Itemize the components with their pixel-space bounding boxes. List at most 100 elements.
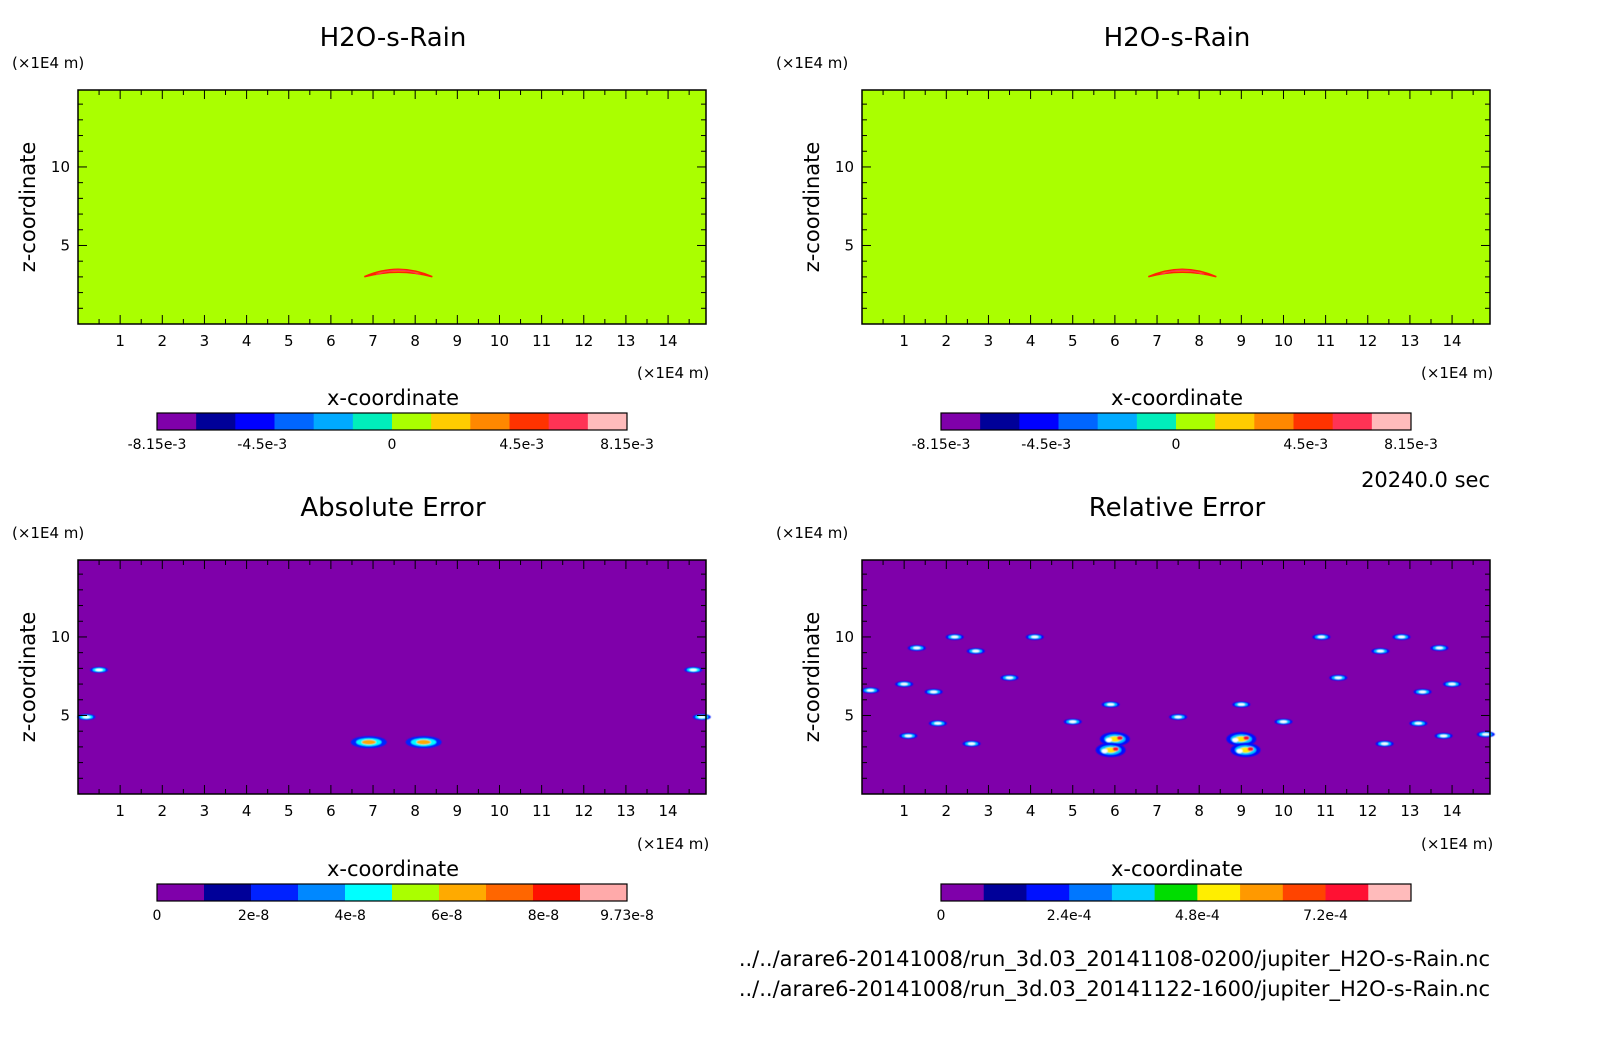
x-tick-label: 10	[490, 802, 509, 820]
x-tick-label: 8	[410, 802, 420, 820]
error-blob	[1430, 644, 1449, 651]
x-tick-label: 12	[1358, 332, 1377, 350]
blob-core	[1381, 742, 1389, 745]
blob-core	[82, 715, 91, 719]
y-unit-label: (×1E4 m)	[776, 54, 848, 72]
x-tick-label: 9	[453, 802, 463, 820]
x-tick-label: 5	[284, 802, 294, 820]
blob-core	[1397, 635, 1406, 639]
colorbar-swatch	[486, 884, 534, 901]
x-tick-label: 1	[899, 802, 909, 820]
error-blob	[1476, 731, 1495, 738]
error-blob	[1099, 732, 1130, 747]
blob-core	[1279, 720, 1288, 723]
x-tick-label: 4	[1026, 332, 1036, 350]
error-blob	[1226, 732, 1257, 747]
x-tick-label: 7	[368, 332, 378, 350]
colorbar-tick-label: -4.5e-3	[237, 437, 287, 453]
blob-core	[900, 682, 908, 686]
x-tick-label: 11	[532, 802, 551, 820]
error-blob	[1371, 648, 1390, 655]
blob-core	[1418, 690, 1427, 694]
y-axis-label: z-coordinate	[800, 142, 824, 273]
colorbar-swatch	[548, 413, 589, 430]
error-blob	[1000, 674, 1019, 681]
blob-core	[416, 739, 431, 745]
colorbar-swatch	[1282, 884, 1327, 901]
x-tick-label: 4	[242, 802, 252, 820]
x-tick-label: 7	[1152, 332, 1162, 350]
x-tick-label: 8	[410, 332, 420, 350]
y-tick-label: 10	[51, 158, 70, 176]
blob-core	[913, 646, 921, 650]
y-unit-label: (×1E4 m)	[776, 524, 848, 542]
colorbar-swatch	[1058, 413, 1099, 430]
blob-core	[934, 722, 942, 725]
colorbar-swatch	[533, 884, 581, 901]
panel-top-left: H2O-s-Rain (×1E4 m) 1 2 3 4 5 6 7 8 9 10 11 12 13 145…	[12, 23, 709, 453]
field-background	[862, 90, 1490, 324]
blob-core	[1440, 734, 1448, 738]
x-tick-label: 1	[115, 802, 125, 820]
blob-core	[698, 715, 706, 719]
error-blob	[1312, 633, 1331, 640]
y-tick-label: 10	[835, 628, 854, 646]
blob-core	[1482, 733, 1490, 736]
x-tick-label: 6	[1110, 802, 1120, 820]
colorbar-swatch	[1097, 413, 1138, 430]
x-tick-label: 4	[1026, 802, 1036, 820]
y-axis-label: z-coordinate	[800, 612, 824, 743]
colorbar-tick-label: 0	[153, 908, 162, 924]
colorbar-swatch	[1371, 413, 1412, 430]
colorbar-swatch	[980, 413, 1020, 430]
colorbar-swatch	[580, 884, 628, 901]
blob-core	[1317, 635, 1326, 639]
x-axis-label: x-coordinate	[1111, 386, 1243, 410]
blob-core	[1107, 703, 1115, 706]
blob-core	[95, 668, 103, 672]
x-tick-label: 2	[942, 802, 952, 820]
positive-arc-feature	[1147, 268, 1217, 278]
error-blob	[1413, 688, 1432, 695]
colorbar-tick-label: 9.73e-8	[600, 908, 654, 924]
x-tick-label: 14	[1443, 332, 1462, 350]
panel-top-right: H2O-s-Rain (×1E4 m) 1 2 3 4 5 6 7 8 9 10 11 12 13 145…	[776, 23, 1493, 453]
blob-core	[1334, 676, 1342, 679]
colorbar-swatch	[298, 884, 346, 901]
y-axis-label: z-coordinate	[16, 612, 40, 743]
colorbar-swatch	[439, 884, 487, 901]
x-tick-label: 1	[115, 332, 125, 350]
y-unit-label: (×1E4 m)	[12, 54, 84, 72]
x-tick-label: 2	[942, 332, 952, 350]
colorbar-swatch	[1332, 413, 1373, 430]
x-tick-label: 3	[200, 332, 210, 350]
panel-title: Absolute Error	[300, 493, 486, 523]
plot-frame	[861, 559, 1491, 795]
field-background	[78, 90, 706, 324]
error-blob	[945, 633, 964, 640]
blob-core	[1174, 715, 1182, 719]
y-tick-label: 10	[51, 628, 70, 646]
colorbar: 0 2e-8 4e-8 6e-8 8e-8 9.73e-8	[153, 883, 654, 924]
x-tick-label: 8	[1194, 802, 1204, 820]
colorbar-swatch	[1069, 884, 1113, 901]
error-blob	[1392, 633, 1411, 640]
field-background	[862, 560, 1490, 794]
colorbar-tick-label: 4.8e-4	[1175, 908, 1220, 924]
x-tick-label: 13	[1400, 802, 1419, 820]
x-tick-label: 12	[574, 332, 593, 350]
colorbar-swatch	[1254, 413, 1294, 430]
x-tick-label: 12	[1358, 802, 1377, 820]
x-tick-label: 14	[659, 332, 678, 350]
error-blob	[1443, 681, 1462, 688]
x-tick-label: 3	[984, 332, 994, 350]
error-blob	[77, 714, 96, 721]
x-tick-label: 10	[490, 332, 509, 350]
y-tick-label: 5	[60, 706, 70, 724]
colorbar-tick-label: -8.15e-3	[128, 437, 187, 453]
colorbar-swatch	[251, 884, 299, 901]
x-unit-label: (×1E4 m)	[1421, 835, 1493, 853]
colorbar-swatch	[204, 884, 252, 901]
colorbar-swatch	[1154, 884, 1198, 901]
